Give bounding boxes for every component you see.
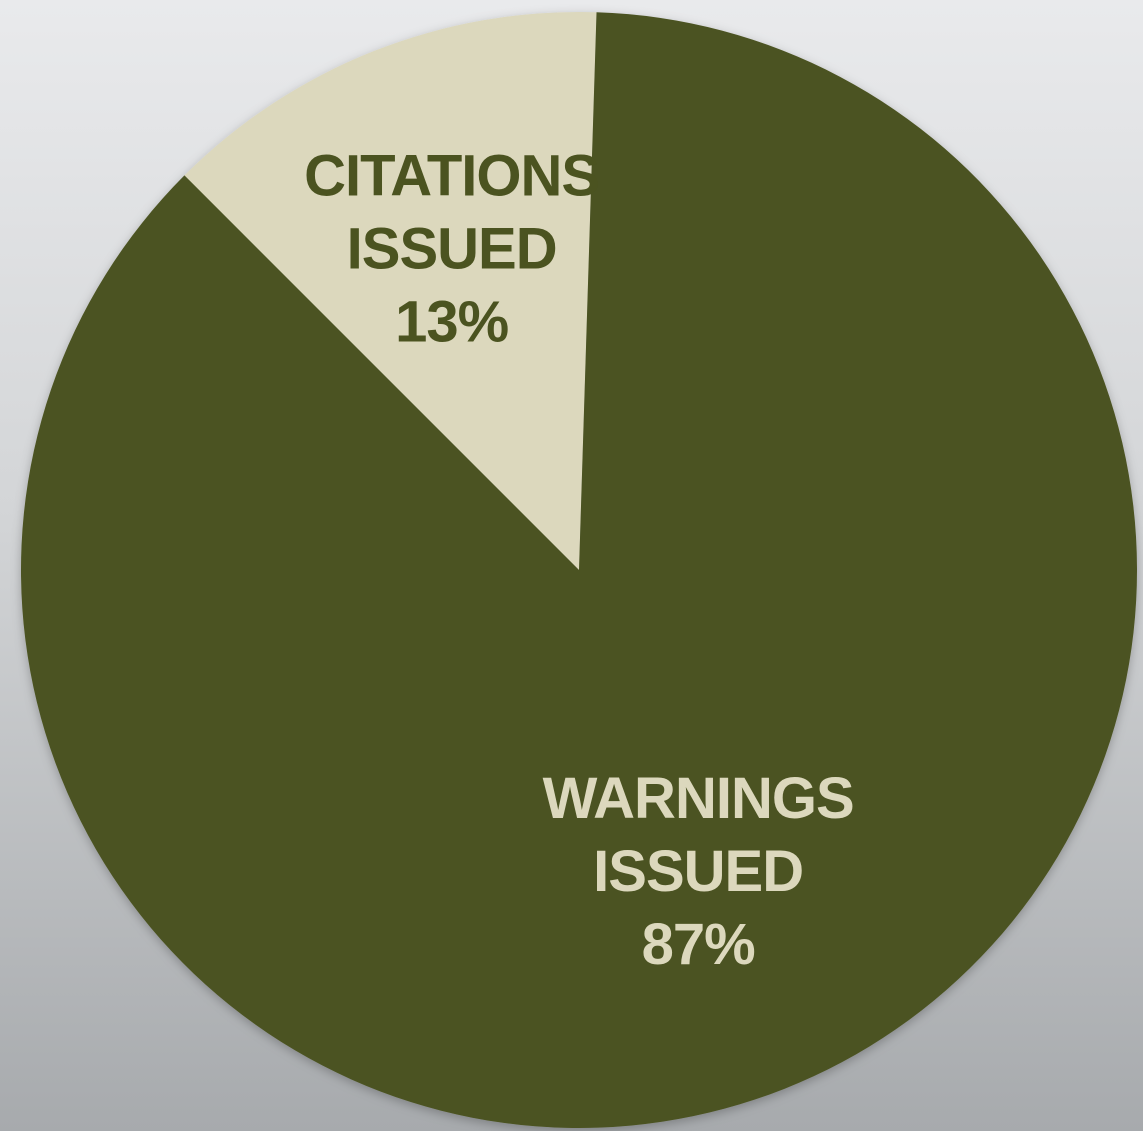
pie-category-label: ISSUED	[347, 216, 557, 281]
pie-category-label: WARNINGS	[543, 766, 854, 831]
pie-slices	[20, 12, 1137, 1128]
pie-labels: CITATIONS ISSUED 13% WARNINGS ISSUED 87%	[304, 143, 854, 977]
pie-slice-citations	[184, 12, 597, 571]
pie-category-label: CITATIONS	[304, 143, 599, 208]
pie-label-citations: CITATIONS ISSUED 13%	[304, 143, 599, 354]
pie-value-label: 13%	[395, 289, 509, 354]
pie-value-label: 87%	[642, 912, 756, 977]
pie-label-warnings: WARNINGS ISSUED 87%	[543, 766, 854, 977]
pie-category-label: ISSUED	[593, 839, 803, 904]
pie-slice-warnings	[20, 12, 1137, 1128]
